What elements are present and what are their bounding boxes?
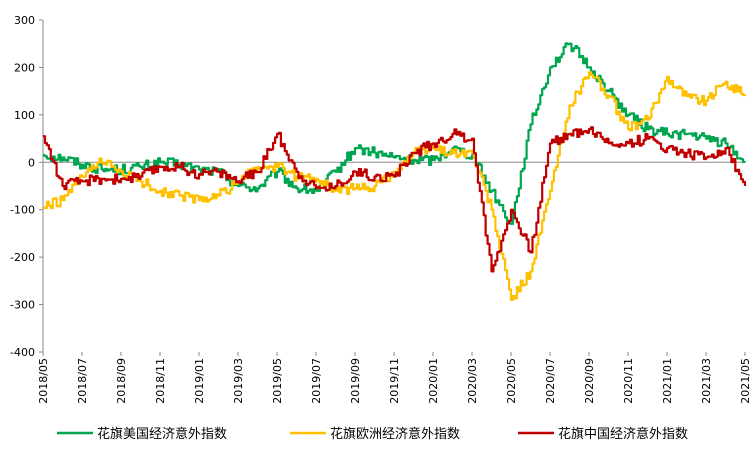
- x-tick-label: 2018/11: [154, 358, 167, 404]
- y-tick-label: 200: [14, 61, 35, 74]
- x-tick-label: 2021/03: [700, 358, 713, 404]
- legend-label: 花旗美国经济意外指数: [97, 426, 227, 442]
- y-tick-label: -300: [10, 299, 35, 312]
- x-tick-label: 2020/01: [427, 358, 440, 404]
- series-line: [43, 126, 747, 273]
- series-lines: [43, 42, 747, 301]
- y-tick-label: 300: [14, 14, 35, 27]
- series-line: [43, 42, 747, 225]
- legend-label: 花旗欧洲经济意外指数: [330, 426, 460, 442]
- x-tick-label: 2019/09: [349, 358, 362, 404]
- x-tick-label: 2020/03: [466, 358, 479, 404]
- y-tick-label: 0: [28, 156, 35, 169]
- y-tick-label: -400: [10, 346, 35, 359]
- x-tick-label: 2021/01: [661, 358, 674, 404]
- x-tick-label: 2019/11: [388, 358, 401, 404]
- y-tick-label: -100: [10, 204, 35, 217]
- x-tick-label: 2021/05: [739, 358, 752, 404]
- y-tick-label: 100: [14, 109, 35, 122]
- legend-label: 花旗中国经济意外指数: [558, 426, 688, 442]
- x-tick-label: 2020/11: [622, 358, 635, 404]
- x-tick-label: 2019/01: [193, 358, 206, 404]
- y-axis-tick-labels: 300 200 100 0 -100 -200 -300 -400: [10, 14, 43, 359]
- series-line: [43, 71, 747, 301]
- x-tick-label: 2019/05: [271, 358, 284, 404]
- x-tick-label: 2020/07: [544, 358, 557, 404]
- x-tick-label: 2020/09: [583, 358, 596, 404]
- x-tick-label: 2020/05: [505, 358, 518, 404]
- x-tick-label: 2019/07: [310, 358, 323, 404]
- x-tick-label: 2018/09: [115, 358, 128, 404]
- x-axis-tick-labels: 2018/05 2018/07 2018/09 2018/11 2019/01 2019/…: [37, 352, 752, 404]
- y-tick-label: -200: [10, 251, 35, 264]
- legend: 花旗美国经济意外指数 花旗欧洲经济意外指数 花旗中国经济意外指数: [57, 426, 688, 442]
- x-tick-label: 2018/07: [76, 358, 89, 404]
- x-tick-label: 2018/05: [37, 358, 50, 404]
- x-tick-label: 2019/03: [232, 358, 245, 404]
